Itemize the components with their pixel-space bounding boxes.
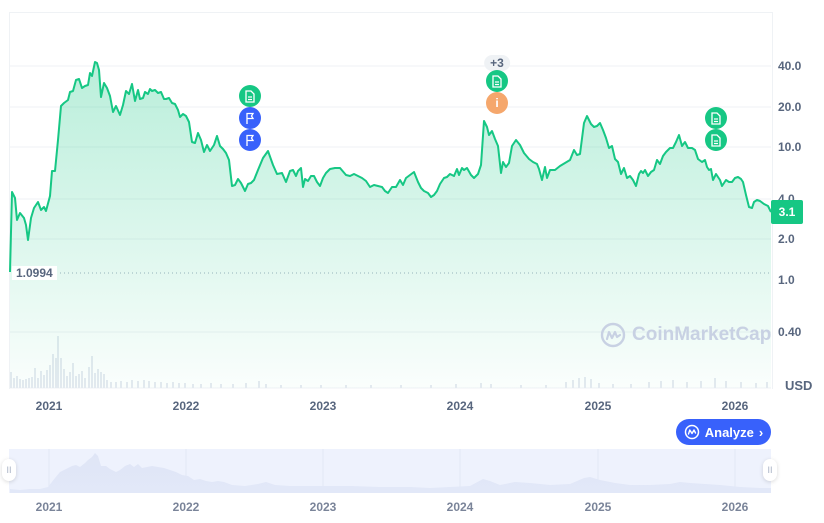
document-icon [711,111,721,125]
x-tick-label: 2025 [584,399,612,413]
y-tick-label: 2.0 [778,232,795,246]
document-icon [492,74,502,88]
navigator-right-handle[interactable]: II [763,459,777,481]
chevron-right-icon: › [758,424,764,440]
flag-icon [246,112,255,124]
x-tick-label: 2021 [35,399,63,413]
current-price-tag: 3.1 [771,200,803,224]
price-line[interactable] [9,61,772,273]
document-icon [245,89,255,103]
navigator-year-label: 2022 [172,500,200,514]
y-tick-label: 0.40 [778,325,802,339]
y-tick-label: 20.0 [778,100,802,114]
navigator-year-label: 2023 [309,500,337,514]
document-icon [711,133,721,147]
y-tick-label: 1.0 [778,273,795,287]
news-marker[interactable] [705,107,727,129]
news-marker[interactable] [486,70,508,92]
navigator-chart [9,449,771,493]
event-flag-marker[interactable] [239,107,261,129]
coinmarketcap-logo-icon [600,322,626,348]
event-flag-marker[interactable] [239,129,261,151]
x-tick-label: 2026 [721,399,749,413]
info-marker[interactable]: i [486,92,508,114]
flag-icon [246,134,255,146]
news-marker[interactable] [705,129,727,151]
y-tick-label: 10.0 [778,140,802,154]
analyze-button-label: Analyze [704,424,754,440]
currency-unit-label: USD [785,378,813,393]
coinmarketcap-logo-icon [684,424,699,440]
more-events-badge[interactable]: +3 [484,55,510,71]
navigator-year-label: 2024 [446,500,474,514]
news-marker[interactable] [239,85,261,107]
watermark-text: CoinMarketCap [632,324,772,345]
open-price-label: 1.0994 [12,266,57,280]
x-tick-label: 2022 [172,399,200,413]
price-area [10,62,771,388]
x-tick-label: 2023 [309,399,337,413]
navigator-year-label: 2025 [584,500,612,514]
navigator-year-label: 2026 [721,500,749,514]
x-tick-label: 2024 [446,399,474,413]
analyze-button[interactable]: Analyze › [676,419,771,445]
navigator-left-handle[interactable]: II [2,459,16,481]
navigator-year-label: 2021 [35,500,63,514]
y-tick-label: 40.0 [778,59,802,73]
coinmarketcap-watermark: CoinMarketCap [600,322,771,348]
